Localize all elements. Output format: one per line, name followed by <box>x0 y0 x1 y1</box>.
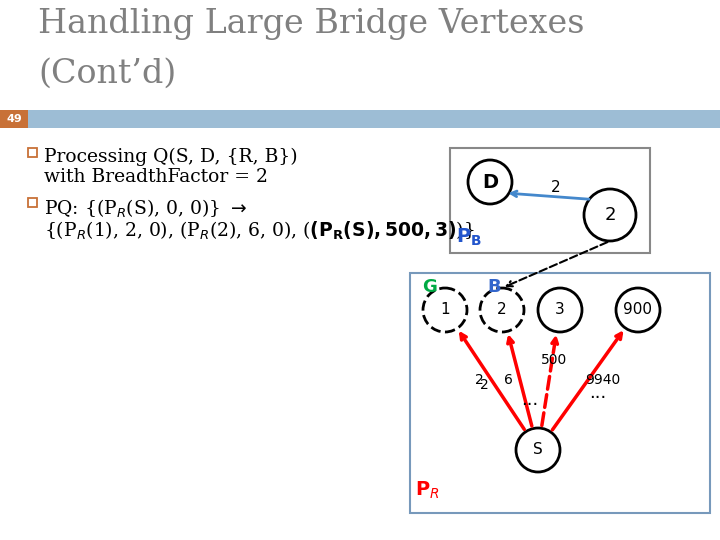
Text: D: D <box>482 172 498 192</box>
Bar <box>28 198 37 207</box>
Circle shape <box>480 288 524 332</box>
Text: P$_\mathbf{B}$: P$_\mathbf{B}$ <box>456 226 482 248</box>
Bar <box>0 110 720 128</box>
Text: 3: 3 <box>555 302 565 318</box>
Text: B: B <box>487 278 500 296</box>
Text: Handling Large Bridge Vertexes: Handling Large Bridge Vertexes <box>38 8 585 40</box>
Text: 2: 2 <box>552 180 561 195</box>
Text: 49: 49 <box>6 114 22 124</box>
Text: ...: ... <box>521 391 539 409</box>
Text: 9940: 9940 <box>585 373 621 387</box>
Circle shape <box>516 428 560 472</box>
Text: 1: 1 <box>440 302 450 318</box>
Circle shape <box>423 288 467 332</box>
Circle shape <box>468 160 512 204</box>
Text: 500: 500 <box>541 353 567 367</box>
Text: Processing Q(S, D, {R, B}): Processing Q(S, D, {R, B}) <box>44 148 297 166</box>
Text: P$_R$: P$_R$ <box>415 480 440 501</box>
Text: G: G <box>422 278 437 296</box>
Circle shape <box>538 288 582 332</box>
Text: (Cont’d): (Cont’d) <box>38 58 176 90</box>
Text: {(P$_R$(1), 2, 0), (P$_R$(2), 6, 0), ($\mathbf{(P_R(S), 500, 3)}$)}: {(P$_R$(1), 2, 0), (P$_R$(2), 6, 0), ($\… <box>44 220 474 242</box>
Bar <box>28 148 37 157</box>
Text: 2: 2 <box>604 206 616 224</box>
Bar <box>0 110 28 128</box>
Text: PQ: {(P$_R$(S), 0, 0)} $\rightarrow$: PQ: {(P$_R$(S), 0, 0)} $\rightarrow$ <box>44 198 247 220</box>
Circle shape <box>616 288 660 332</box>
Text: 900: 900 <box>624 302 652 318</box>
Text: ...: ... <box>590 384 607 402</box>
Text: 2: 2 <box>480 378 488 392</box>
Circle shape <box>584 189 636 241</box>
Bar <box>410 273 710 513</box>
Bar <box>450 148 650 253</box>
Text: with BreadthFactor = 2: with BreadthFactor = 2 <box>44 168 268 186</box>
Text: 2: 2 <box>498 302 507 318</box>
Text: 2: 2 <box>475 373 484 387</box>
Text: S: S <box>533 442 543 457</box>
Text: 6: 6 <box>503 373 513 387</box>
